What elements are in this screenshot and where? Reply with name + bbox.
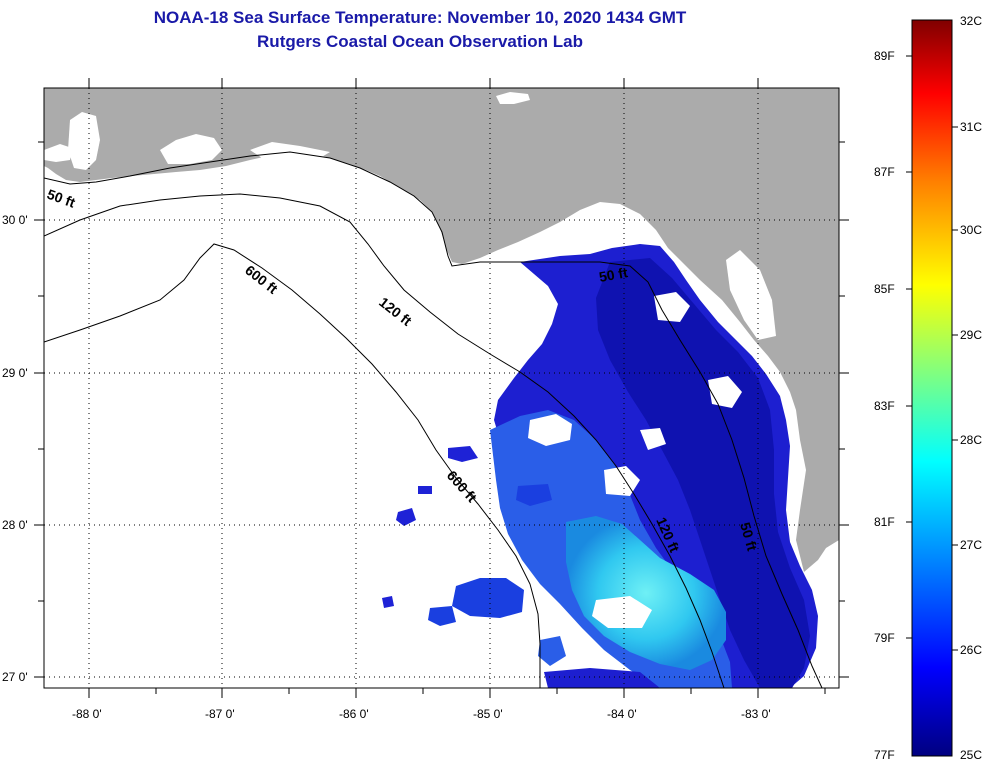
lon-label: -88 0': [72, 707, 102, 721]
gridlines: [44, 88, 839, 688]
celsius-label: 31C: [960, 120, 983, 134]
fahrenheit-label: 77F: [874, 748, 895, 762]
bathymetry-contours: [44, 151, 823, 688]
latitude-labels: 30 0' 29 0' 28 0' 27 0': [2, 213, 28, 684]
lon-label: -85 0': [473, 707, 503, 721]
fahrenheit-label: 81F: [874, 515, 895, 529]
map-title: NOAA-18 Sea Surface Temperature: Novembe…: [153, 8, 687, 27]
fahrenheit-label: 79F: [874, 631, 895, 645]
lat-label: 29 0': [2, 366, 28, 380]
map-subtitle: Rutgers Coastal Ocean Observation Lab: [257, 32, 583, 51]
lat-label: 30 0': [2, 213, 28, 227]
celsius-label: 29C: [960, 328, 983, 342]
lon-label: -87 0': [205, 707, 235, 721]
celsius-label: 32C: [960, 14, 983, 28]
celsius-label: 30C: [960, 223, 983, 237]
contour-label: 50 ft: [737, 520, 760, 552]
lon-label: -84 0': [607, 707, 637, 721]
celsius-label: 28C: [960, 433, 983, 447]
contour-120ft: [44, 193, 725, 688]
fahrenheit-label: 85F: [874, 282, 895, 296]
fahrenheit-label: 83F: [874, 399, 895, 413]
contour-600ft: [44, 243, 541, 688]
lon-label: -83 0': [741, 707, 771, 721]
map-frame: [43, 87, 840, 689]
lat-label: 28 0': [2, 518, 28, 532]
celsius-label: 27C: [960, 538, 983, 552]
celsius-label: 26C: [960, 643, 983, 657]
contour-label: 50 ft: [598, 264, 629, 285]
fahrenheit-label: 89F: [874, 49, 895, 63]
celsius-label: 25C: [960, 748, 983, 762]
land-mass: [44, 88, 839, 572]
fahrenheit-label: 87F: [874, 165, 895, 179]
contour-50ft: [44, 151, 823, 688]
colorbar: [911, 19, 953, 757]
lat-label: 27 0': [2, 670, 28, 684]
lon-label: -86 0': [339, 707, 369, 721]
longitude-labels: -88 0' -87 0' -86 0' -85 0' -84 0' -83 0…: [72, 707, 771, 721]
